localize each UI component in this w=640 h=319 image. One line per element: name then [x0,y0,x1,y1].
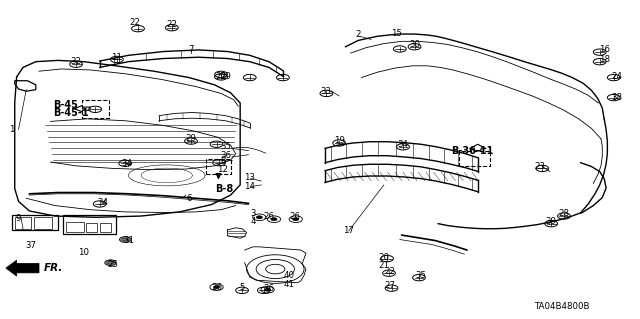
Text: B-45-1: B-45-1 [53,108,89,118]
Text: 21: 21 [378,261,389,271]
Circle shape [271,218,277,221]
Bar [34,217,52,229]
Text: 27: 27 [385,281,396,290]
Text: 32: 32 [70,57,81,66]
Text: 37: 37 [26,241,37,250]
Text: 19: 19 [333,136,344,145]
Text: 26: 26 [264,212,275,221]
Text: 38: 38 [611,93,623,102]
Text: 34: 34 [122,159,132,168]
Text: B-36-11: B-36-11 [451,145,493,156]
Text: 26: 26 [289,212,300,221]
Text: 23: 23 [535,162,546,171]
Text: 5: 5 [239,283,245,292]
Text: 11: 11 [111,53,122,62]
Text: 34: 34 [97,198,108,207]
Text: B-8: B-8 [215,184,234,194]
Text: 26: 26 [211,283,222,292]
Text: 26: 26 [264,284,275,293]
Circle shape [105,260,116,266]
Text: 20: 20 [378,253,389,262]
Text: FR.: FR. [44,263,63,273]
Circle shape [120,237,131,242]
Text: 1: 1 [10,125,15,134]
Text: 22: 22 [385,267,396,276]
Text: 22: 22 [166,20,177,29]
Circle shape [292,218,299,221]
Text: 17: 17 [343,226,354,235]
Text: 9: 9 [16,214,21,223]
Text: 12: 12 [218,165,228,174]
Bar [15,217,31,229]
Text: 33: 33 [321,87,332,96]
Text: 22: 22 [129,19,140,27]
Text: 25: 25 [107,260,118,270]
Text: 29: 29 [221,72,232,81]
Text: 36: 36 [221,151,232,160]
Text: 15: 15 [391,29,402,38]
Bar [86,223,97,232]
Text: TA04B4800B: TA04B4800B [535,302,591,311]
Text: 8: 8 [220,156,226,165]
Text: 13: 13 [244,173,255,182]
Polygon shape [6,260,39,276]
Bar [66,222,84,232]
Circle shape [264,288,271,291]
Text: 4: 4 [250,217,256,226]
Text: 14: 14 [244,182,255,191]
Text: 30: 30 [409,40,420,49]
Text: 39: 39 [546,217,557,226]
Text: 35: 35 [221,142,232,151]
Text: 2: 2 [356,30,361,39]
Text: 18: 18 [598,55,610,64]
Text: 22: 22 [216,72,227,81]
Text: 34: 34 [397,140,408,149]
Text: 31: 31 [123,236,134,245]
Text: 41: 41 [284,279,295,288]
Bar [12,215,58,230]
Text: 3: 3 [250,209,256,218]
Bar [100,223,111,232]
Text: 7: 7 [188,45,194,55]
Text: 16: 16 [598,45,610,55]
Text: 35: 35 [415,271,426,280]
Bar [63,215,116,234]
Text: 10: 10 [78,248,89,257]
Circle shape [214,286,220,289]
Circle shape [256,216,262,219]
Text: 24: 24 [611,72,623,81]
Text: 40: 40 [284,271,295,280]
Text: 28: 28 [559,209,570,218]
Text: 6: 6 [186,194,192,203]
Text: 29: 29 [186,134,196,143]
Text: B-45: B-45 [53,100,78,110]
